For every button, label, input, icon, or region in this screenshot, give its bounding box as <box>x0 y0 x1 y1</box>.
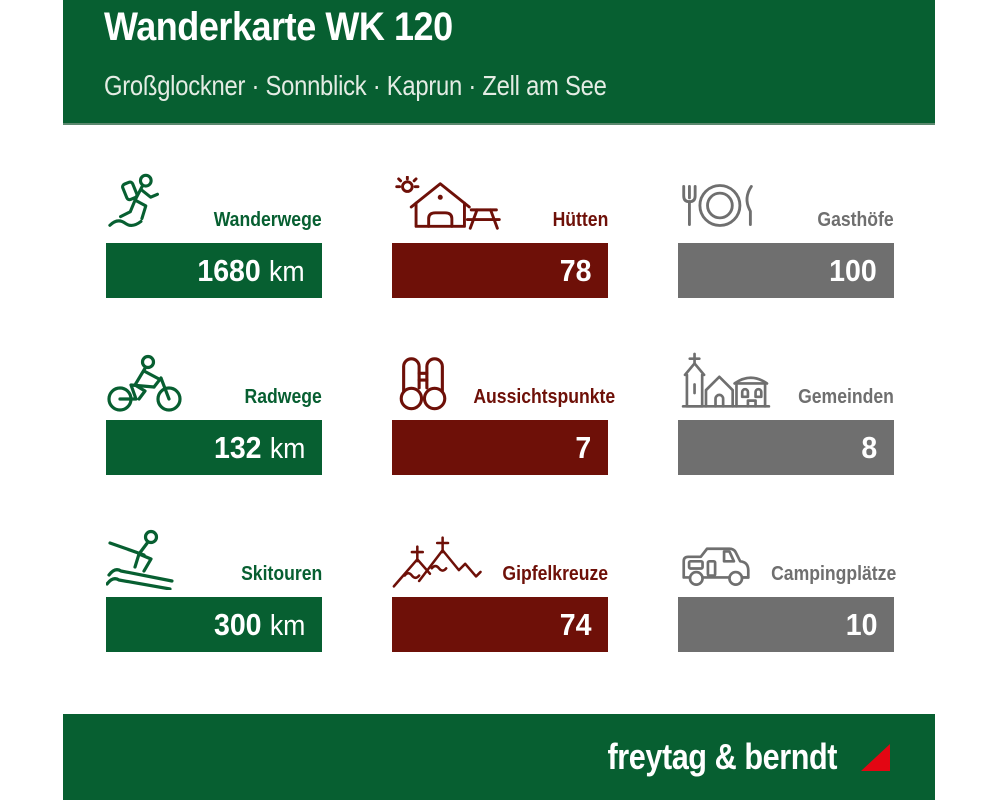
footer-banner: freytag & berndt <box>63 714 935 800</box>
stat-bar: 74 <box>392 597 608 652</box>
stat-label: Hütten <box>552 209 608 231</box>
stat-card-aussichtspunkte: Aussichtspunkte 7 <box>392 340 615 475</box>
page-subtitle: Großglockner · Sonnblick · Kaprun · Zell… <box>104 70 607 101</box>
header-banner: Wanderkarte WK 120 Großglockner · Sonnbl… <box>63 0 935 125</box>
stat-unit: km <box>269 609 305 642</box>
stat-value: 74 <box>559 606 591 642</box>
page-title: Wanderkarte WK 120 <box>104 5 453 49</box>
stat-card-gipfelkreuze: Gipfelkreuze 74 <box>392 517 608 652</box>
stat-card-campingplaetze: Campingplätze 10 <box>678 517 897 652</box>
brand-triangle-icon <box>861 743 890 771</box>
stat-label: Campingplätze <box>771 563 897 585</box>
stat-card-huetten: Hütten 78 <box>392 163 608 298</box>
stat-bar: 300 km <box>106 597 322 652</box>
stat-value: 100 <box>829 252 877 288</box>
stat-label: Gasthöfe <box>817 209 894 231</box>
stat-label: Radwege <box>244 386 322 408</box>
stat-value: 300 <box>213 606 262 642</box>
stat-value: 132 <box>213 429 262 465</box>
stat-card-radwege: Radwege 132 km <box>106 340 322 475</box>
stat-label: Gemeinden <box>798 386 894 408</box>
ski-tourer-icon <box>105 528 178 591</box>
stat-value: 10 <box>845 606 877 642</box>
stat-label: Wanderwege <box>214 209 322 231</box>
stat-bar: 8 <box>678 420 894 475</box>
stat-value: 7 <box>575 429 591 465</box>
stat-label: Gipfelkreuze <box>502 563 608 585</box>
church-village-icon <box>678 352 774 413</box>
brand-wordmark: freytag & berndt <box>607 736 837 777</box>
stat-unit: km <box>269 255 305 288</box>
stat-label: Aussichtspunkte <box>473 386 616 408</box>
stat-card-gemeinden: Gemeinden 8 <box>678 340 894 475</box>
stat-bar: 100 <box>678 243 894 298</box>
stat-bar: 78 <box>392 243 608 298</box>
stat-bar: 1680 km <box>106 243 322 298</box>
stat-bar: 132 km <box>106 420 322 475</box>
stat-value: 1680 <box>197 252 262 288</box>
hut-picnic-icon <box>392 175 504 236</box>
stat-unit: km <box>269 432 305 465</box>
stat-label: Skitouren <box>240 563 322 585</box>
stats-grid: Wanderwege 1680 km <box>105 163 897 652</box>
stat-card-wanderwege: Wanderwege 1680 km <box>106 163 322 298</box>
hiker-icon <box>106 170 172 236</box>
restaurant-icon <box>678 175 758 236</box>
stat-value: 78 <box>559 252 591 288</box>
stat-card-skitouren: Skitouren 300 km <box>105 517 322 652</box>
stat-value: 8 <box>861 429 877 465</box>
binoculars-icon <box>392 353 454 413</box>
stat-bar: 10 <box>678 597 894 652</box>
stat-bar: 7 <box>392 420 608 475</box>
stat-card-gasthoefe: Gasthöfe 100 <box>678 163 894 298</box>
camper-van-icon <box>678 538 754 590</box>
summit-cross-icon <box>392 534 486 590</box>
cyclist-icon <box>106 353 184 413</box>
